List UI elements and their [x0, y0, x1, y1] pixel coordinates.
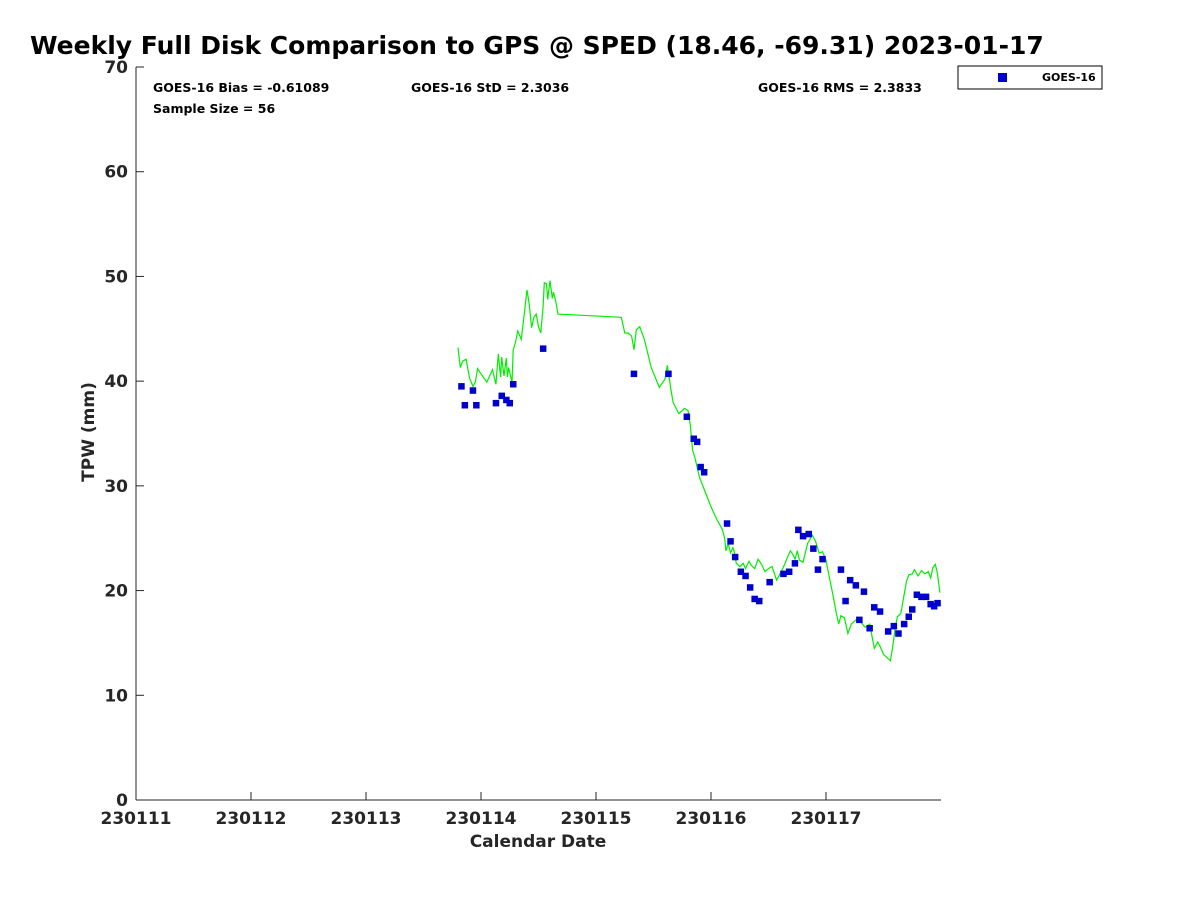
std-stat: GOES-16 StD = 2.3036	[411, 80, 569, 95]
gps-line	[457, 280, 941, 662]
y-tick-label: 40	[104, 372, 128, 392]
goes16-point	[930, 603, 938, 610]
goes16-point	[814, 566, 822, 573]
goes16-point	[506, 399, 513, 407]
goes16-point	[810, 545, 817, 552]
y-tick-label: 70	[104, 58, 128, 78]
goes16-point	[905, 613, 912, 620]
goes16-point	[492, 399, 500, 407]
goes16-point	[927, 600, 934, 608]
goes16-point	[837, 566, 845, 573]
goes16-point	[697, 463, 704, 471]
goes16-point	[683, 413, 691, 420]
goes16-point	[766, 578, 773, 586]
goes16-point	[723, 520, 731, 527]
goes16-point	[746, 584, 754, 591]
goes16-point	[503, 396, 510, 404]
x-tick-label: 230112	[216, 809, 287, 829]
x-tick-label: 230113	[331, 809, 402, 829]
goes16-point	[498, 392, 505, 400]
x-tick-label: 230114	[446, 809, 517, 829]
goes16-point	[473, 402, 480, 409]
x-tick-label: 230117	[791, 809, 862, 829]
goes16-point	[918, 593, 925, 601]
chart-title: Weekly Full Disk Comparison to GPS @ SPE…	[30, 31, 1044, 60]
goes16-point	[630, 370, 638, 378]
y-tick-label: 10	[104, 686, 128, 706]
goes16-point	[510, 381, 517, 388]
x-tick-label: 230115	[561, 809, 632, 829]
goes16-point	[842, 597, 849, 605]
goes16-point	[884, 628, 892, 635]
goes16-point	[900, 620, 908, 628]
goes16-point	[795, 526, 802, 534]
goes16-point	[846, 576, 854, 584]
legend-box	[957, 65, 1103, 90]
goes16-point	[461, 402, 469, 409]
rms-stat: GOES-16 RMS = 2.3833	[758, 80, 922, 95]
goes16-point	[665, 370, 672, 378]
legend-label-goes16: GOES-16	[1042, 71, 1096, 84]
goes16-point	[871, 604, 878, 611]
goes16-point	[785, 568, 793, 575]
x-axis-label: Calendar Date	[470, 832, 607, 852]
goes16-point	[751, 595, 758, 603]
goes16-series	[458, 345, 941, 637]
goes16-point	[909, 606, 916, 613]
goes16-point	[922, 593, 930, 601]
legend: GOES-16	[957, 65, 1103, 90]
goes16-point	[852, 582, 860, 589]
goes16-point	[780, 570, 787, 578]
goes16-point	[934, 599, 941, 607]
gps-series	[457, 280, 941, 662]
x-tick-label: 230116	[676, 809, 747, 829]
axis-ticks: 230111 230112 230113 230114 230115 230116 2301…	[101, 58, 862, 829]
goes16-point	[469, 387, 477, 394]
goes16-point	[693, 438, 701, 446]
goes16-point	[856, 616, 863, 624]
goes16-point	[742, 572, 749, 580]
x-tick-label: 230111	[101, 809, 172, 829]
goes16-point	[805, 530, 812, 538]
goes16-point	[913, 591, 921, 598]
y-tick-label: 60	[104, 163, 128, 183]
y-tick-label: 20	[104, 582, 128, 602]
y-axis-label: TPW (mm)	[79, 382, 99, 482]
goes16-point	[737, 568, 745, 575]
bias-stat: GOES-16 Bias = -0.61089	[153, 80, 329, 95]
goes16-point	[731, 553, 739, 561]
goes16-point	[799, 532, 807, 540]
y-tick-label: 50	[104, 267, 128, 287]
goes16-point	[690, 435, 697, 442]
goes16-point	[727, 538, 734, 545]
goes16-point	[539, 345, 547, 352]
y-tick-label: 30	[104, 477, 128, 497]
goes16-point	[819, 555, 826, 563]
goes16-point	[458, 383, 465, 390]
sample-size-stat: Sample Size = 56	[153, 101, 275, 116]
legend-marker-goes16	[998, 73, 1007, 82]
goes16-point	[860, 588, 868, 595]
y-tick-label: 0	[116, 791, 128, 811]
goes16-point	[895, 630, 902, 637]
goes16-point	[756, 597, 763, 605]
goes16-point	[890, 622, 898, 630]
goes16-point	[866, 625, 873, 632]
goes16-point	[791, 560, 799, 567]
axes-frame	[135, 67, 941, 801]
goes16-point	[700, 469, 708, 476]
goes16-point	[876, 608, 884, 615]
